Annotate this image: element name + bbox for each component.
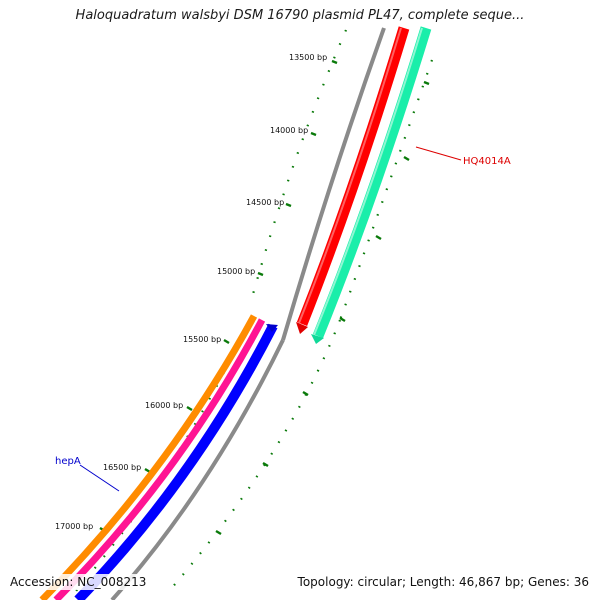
feature-hepa-arrowhead: [266, 324, 278, 332]
feature-hepa-arc: [74, 323, 278, 600]
ruler-label: 15000 bp: [217, 267, 255, 276]
outer-tick-ring-upper: [248, 29, 348, 306]
feature-orange-arc: [39, 314, 258, 600]
hq4014a-leader-line: [415, 146, 462, 161]
inner-major-ticks: [215, 80, 430, 536]
ruler-label: 16500 bp: [103, 463, 141, 472]
feature-green-arrowhead: [311, 334, 324, 344]
map-summary: Topology: circular; Length: 46,867 bp; G…: [295, 574, 591, 590]
backbone-upper: [281, 27, 386, 341]
accession-label: Accession: NC_008213: [8, 574, 149, 590]
feature-green-arc-highlight: [313, 27, 423, 336]
feature-green-arc: [312, 26, 432, 339]
ruler-label: 14000 bp: [270, 126, 308, 135]
ruler-labels: 13500 bp 14000 bp 14500 bp 15000 bp 1550…: [55, 53, 327, 531]
ruler-label: 14500 bp: [246, 198, 284, 207]
ruler-label: 13500 bp: [289, 53, 327, 62]
ruler-label: 17000 bp: [55, 522, 93, 531]
inner-tick-ring-upper: [338, 59, 434, 321]
feature-pink-arc: [53, 318, 266, 600]
map-title: Haloquadratum walsbyi DSM 16790 plasmid …: [75, 8, 525, 23]
ruler-label: 16000 bp: [145, 401, 183, 410]
feature-hq4014a-arc-highlight: [298, 27, 402, 324]
gene-label-hq4014a[interactable]: HQ4014A: [463, 156, 511, 167]
feature-hq4014a-arrowhead: [296, 322, 308, 334]
gene-label-hepa[interactable]: hepA: [55, 456, 81, 467]
hepa-leader-line: [79, 464, 120, 492]
backbone-lower: [110, 339, 285, 600]
ruler-label: 15500 bp: [183, 335, 221, 344]
feature-hq4014a-arc: [296, 26, 410, 327]
